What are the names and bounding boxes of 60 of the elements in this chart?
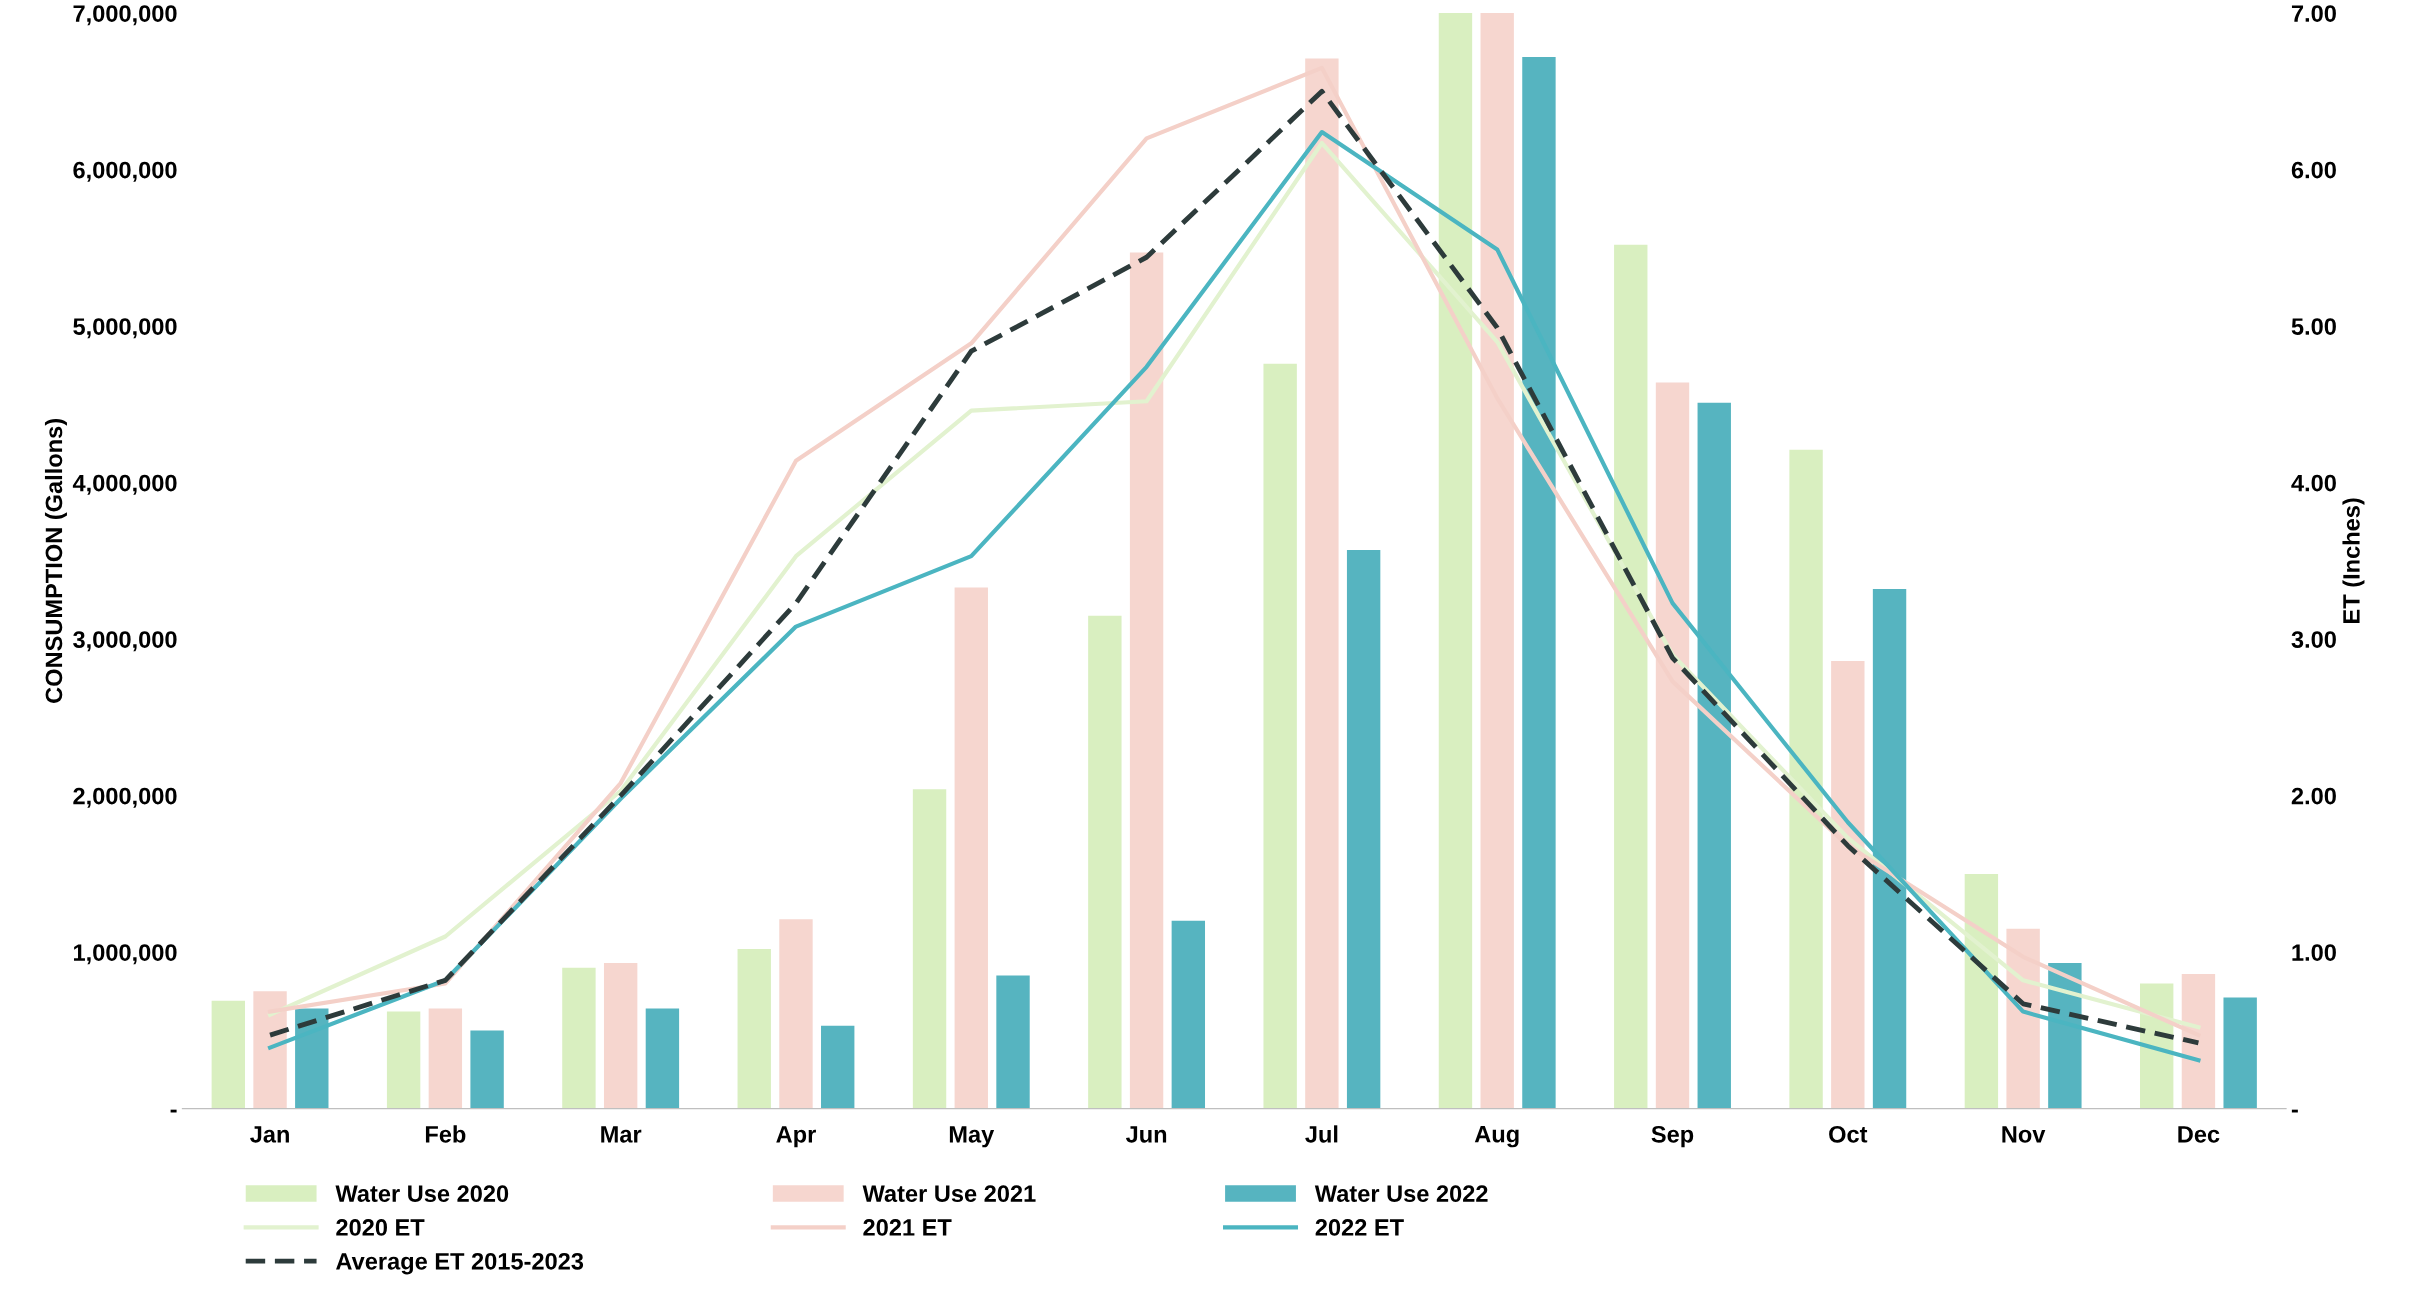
- legend-label: Water Use 2020: [335, 1185, 509, 1203]
- bar: [603, 963, 638, 1109]
- bar: [779, 919, 813, 1109]
- y-tick-label: 1,000,000: [74, 944, 177, 965]
- bar: [1088, 615, 1122, 1109]
- legend-label: 2020 ET: [336, 1219, 425, 1236]
- y2-tick-label: 7.00: [2291, 5, 2336, 22]
- x-tick-label: Aug: [1474, 1126, 1519, 1148]
- x-tick-label: Dec: [2178, 1126, 2220, 1143]
- legend-label: Water Use 2021: [862, 1185, 1036, 1203]
- y-tick-label: 4,000,000: [72, 474, 177, 495]
- x-tick-label: Jul: [1305, 1125, 1338, 1143]
- bar: [1614, 244, 1648, 1109]
- bar: [1438, 13, 1473, 1109]
- legend-label: Average ET 2015-2023: [336, 1252, 584, 1275]
- bar: [996, 975, 1030, 1109]
- y-axis-title: CONSUMPTION (Gallons): [44, 419, 67, 703]
- y2-tick-label: 5.00: [2291, 318, 2336, 335]
- y2-tick-label: 3.00: [2291, 631, 2336, 648]
- bar: [1964, 873, 1999, 1109]
- bar: [428, 1008, 463, 1109]
- y2-tick-label: 1.00: [2292, 944, 2336, 961]
- x-tick-label: Nov: [2002, 1126, 2046, 1143]
- bar: [954, 587, 988, 1109]
- x-tick-label: Sep: [1651, 1125, 1694, 1148]
- legend-label: 2021 ET: [863, 1219, 952, 1236]
- bar: [1789, 449, 1823, 1109]
- x-tick-label: Mar: [601, 1126, 642, 1143]
- legend-label: 2022 ET: [1315, 1219, 1404, 1236]
- y-tick-label: -: [170, 1109, 177, 1113]
- y2-tick-label: 4.00: [2291, 474, 2336, 492]
- bar: [1346, 549, 1381, 1109]
- bar: [1171, 920, 1206, 1109]
- bar: [470, 1030, 504, 1109]
- y2-tick-label: 6.00: [2291, 161, 2336, 179]
- bar: [645, 1008, 680, 1109]
- y-tick-label: 7,000,000: [73, 5, 177, 26]
- legend-label: Water Use 2022: [1314, 1185, 1488, 1203]
- bar: [1263, 363, 1297, 1109]
- bar: [386, 1011, 421, 1109]
- x-tick-label: Oct: [1829, 1125, 1868, 1143]
- x-tick-label: Jan: [250, 1126, 289, 1143]
- bar: [821, 1025, 855, 1109]
- y-tick-label: 2,000,000: [73, 787, 177, 808]
- y-tick-label: 5,000,000: [73, 318, 177, 339]
- x-tick-label: Jun: [1125, 1126, 1167, 1143]
- bar: [912, 789, 947, 1109]
- bar: [2223, 997, 2257, 1109]
- y-tick-label: 3,000,000: [73, 631, 177, 652]
- y2-tick-label: 2.00: [2291, 787, 2336, 805]
- bar: [211, 1000, 246, 1109]
- x-tick-label: Feb: [425, 1125, 466, 1143]
- y-tick-label: 6,000,000: [73, 161, 177, 182]
- bar: [562, 967, 596, 1109]
- y2-tick-label: -: [2291, 1109, 2298, 1113]
- bar: [1129, 252, 1164, 1109]
- bar: [737, 949, 771, 1109]
- x-tick-label: Apr: [776, 1126, 816, 1148]
- x-tick-label: May: [949, 1126, 995, 1148]
- y2-axis-title: ET (Inches): [2342, 498, 2365, 623]
